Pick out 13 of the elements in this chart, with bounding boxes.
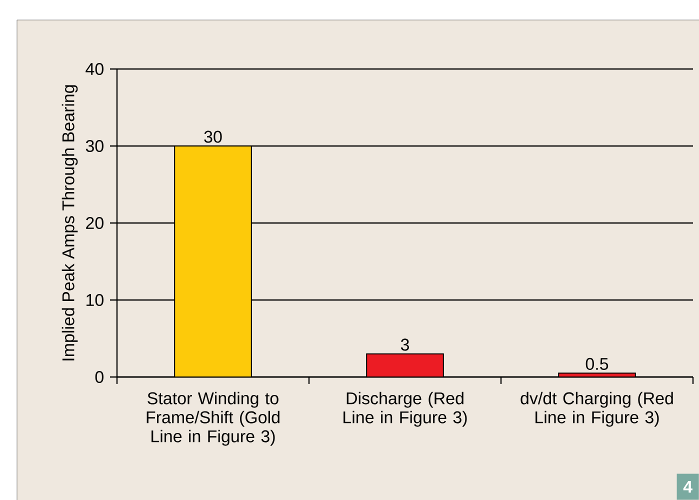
y-tick-label: 10 xyxy=(86,294,104,306)
y-tick-label: 0 xyxy=(95,370,104,384)
y-tick-label: 30 xyxy=(86,140,104,152)
x-tick-label: dv/dt Charging (Red Line in Figure 3) xyxy=(520,392,673,427)
x-tick-label: Discharge (Red Line in Figure 3) xyxy=(344,392,467,427)
data-label: 0.5 xyxy=(586,358,608,370)
x-tick-label: Stator Winding to Frame/Shift (Gold Line in Figure 3) xyxy=(146,392,280,446)
y-tick-label: 20 xyxy=(86,216,104,230)
data-label: 30 xyxy=(204,130,222,143)
data-label: 3 xyxy=(400,338,409,351)
y-axis-title: Implied Peak Amps Through Bearing xyxy=(62,85,78,360)
text: 4 xyxy=(683,480,692,493)
y-tick-label: 40 xyxy=(86,62,104,76)
